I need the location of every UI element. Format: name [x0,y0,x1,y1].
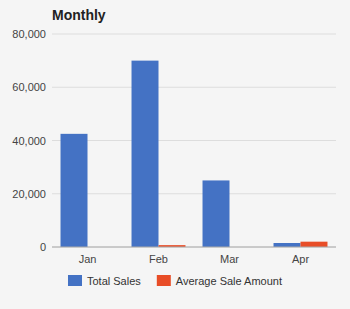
bar [203,180,230,247]
bar [132,61,159,247]
chart: Monthly 0 20,000 40,000 60,000 80,000 Jan Feb Ma… [0,0,350,309]
bar [61,134,88,247]
background [0,0,350,309]
legend-label: Total Sales [87,275,141,287]
grid-line [52,140,336,141]
grid-line [52,193,336,194]
grid-line [52,34,336,35]
legend: Total Sales Average Sale Amount [68,275,282,287]
legend-swatch [157,275,171,286]
y-tick-label: 60,000 [12,81,46,93]
x-tick-label: Apr [292,253,309,265]
legend-swatch [68,275,82,286]
y-tick-label: 80,000 [12,28,46,40]
bar [301,242,328,247]
bar [274,243,301,247]
x-tick-label: Jan [79,253,97,265]
title: Monthly [52,7,106,23]
bars [61,61,328,247]
grid-line [52,87,336,88]
x-axis-line [52,247,336,248]
y-tick-label: 0 [40,241,46,253]
y-tick-label: 40,000 [12,135,46,147]
legend-label: Average Sale Amount [176,275,282,287]
grid-line [52,247,336,248]
x-tick-label: Feb [149,253,168,265]
x-tick-label: Mar [220,253,239,265]
y-tick-label: 20,000 [12,188,46,200]
